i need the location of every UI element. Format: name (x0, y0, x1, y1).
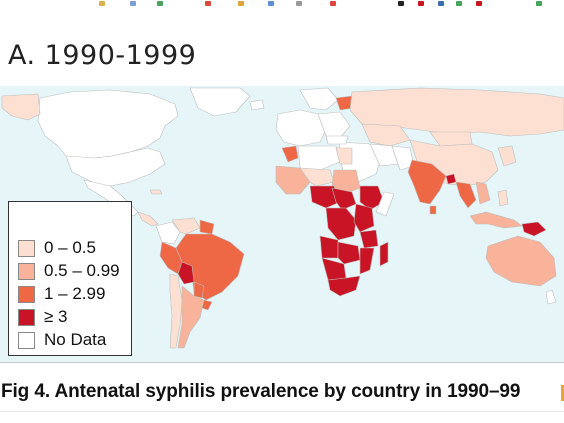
toolbar-icon[interactable] (130, 1, 136, 6)
legend-label: 1 – 2.99 (44, 284, 106, 303)
country-bangladesh (445, 173, 457, 185)
panel-title: A. 1990-1999 (8, 40, 197, 71)
legend-swatch (18, 308, 35, 326)
legend-label: 0.5 – 0.99 (44, 261, 120, 280)
toolbar-icon[interactable] (398, 1, 404, 6)
toolbar-icon[interactable] (330, 1, 336, 6)
country-algeria-libya (297, 145, 341, 171)
country-korea-japan (497, 145, 517, 167)
country-egypt (335, 147, 353, 165)
country-new-zealand (545, 289, 557, 305)
country-central-africa (331, 187, 357, 211)
country-mongolia (429, 131, 473, 147)
country-alaska (1, 93, 41, 121)
toolbar-icon[interactable] (456, 1, 462, 6)
country-somalia (375, 191, 395, 217)
legend-swatch (18, 262, 35, 280)
map-legend: 0 – 0.5 0.5 – 0.99 1 – 2.99 ≥ 3 No Data (8, 201, 132, 356)
country-india (407, 159, 447, 205)
browser-toolbar-strip (0, 0, 564, 10)
country-papua-new-guinea (521, 221, 547, 237)
legend-item: No Data (18, 330, 106, 350)
country-zambia-zimbabwe (337, 241, 361, 265)
country-sahel (299, 167, 335, 187)
country-central-america (137, 211, 159, 227)
country-tanzania (359, 229, 379, 249)
toolbar-icon[interactable] (205, 1, 211, 6)
caption-accent-mark (561, 385, 564, 401)
country-angola (319, 235, 339, 259)
legend-item: 1 – 2.99 (18, 284, 105, 304)
legend-label: ≥ 3 (44, 307, 68, 326)
legend-label: 0 – 0.5 (44, 238, 96, 257)
legend-item: 0 – 0.5 (18, 238, 96, 258)
figure-caption: Fig 4. Antenatal syphilis prevalence by … (1, 381, 564, 403)
country-kazakhstan (361, 123, 411, 147)
toolbar-icon[interactable] (268, 1, 274, 6)
country-mozambique (359, 247, 375, 275)
country-indonesia (469, 211, 523, 229)
legend-item: ≥ 3 (18, 307, 68, 327)
country-chile (169, 273, 183, 349)
country-myanmar-thai (455, 181, 477, 209)
country-bolivia (177, 261, 195, 285)
country-australia (485, 235, 557, 287)
legend-item: 0.5 – 0.99 (18, 261, 120, 281)
country-vietnam-laos (475, 181, 491, 205)
legend-swatch (18, 239, 35, 257)
country-morocco (281, 145, 299, 163)
country-greenland (189, 87, 251, 117)
country-madagascar (379, 241, 389, 267)
figure-caption-text: Fig 4. Antenatal syphilis prevalence by … (1, 381, 521, 402)
toolbar-icon[interactable] (157, 1, 163, 6)
country-canada (37, 89, 179, 161)
country-caribbean (149, 189, 163, 195)
legend-swatch (18, 331, 35, 349)
country-argentina (177, 285, 205, 349)
country-scandinavia (299, 87, 339, 111)
country-colombia (155, 221, 181, 245)
country-venezuela (171, 217, 201, 235)
divider (0, 411, 564, 412)
toolbar-icon[interactable] (99, 1, 105, 6)
country-usa (65, 147, 166, 187)
country-philippines (497, 189, 509, 207)
country-uruguay (201, 299, 213, 311)
country-drc (325, 207, 357, 241)
country-eastern-europe (317, 111, 351, 139)
country-south-africa (327, 275, 361, 297)
country-western-europe (275, 109, 327, 147)
toolbar-icon[interactable] (536, 1, 542, 6)
toolbar-icon[interactable] (296, 1, 302, 6)
toolbar-icon[interactable] (238, 1, 244, 6)
legend-label: No Data (44, 330, 107, 349)
country-paraguay (193, 281, 205, 299)
country-guyanas (199, 219, 215, 235)
world-map: 0 – 0.5 0.5 – 0.99 1 – 2.99 ≥ 3 No Data (0, 86, 564, 363)
country-turkey (325, 135, 349, 145)
toolbar-icon[interactable] (476, 1, 482, 6)
country-sudan-chad (331, 169, 361, 195)
country-iceland (249, 99, 265, 111)
legend-swatch (18, 285, 35, 303)
toolbar-icon[interactable] (418, 1, 424, 6)
toolbar-icon[interactable] (438, 1, 444, 6)
country-ethiopia (359, 185, 385, 211)
country-nigeria-cameroon (309, 185, 341, 209)
country-east-africa (353, 203, 375, 233)
country-sri-lanka (429, 205, 437, 215)
